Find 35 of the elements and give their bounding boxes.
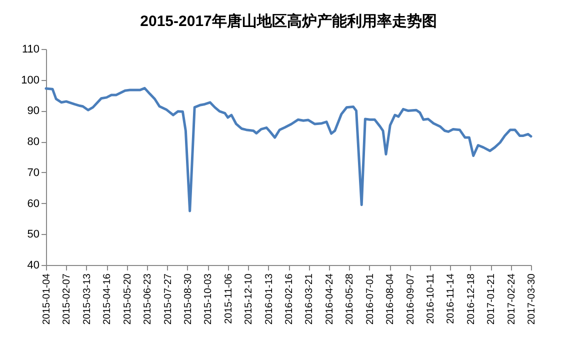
y-tick-label: 90 bbox=[27, 105, 40, 118]
x-tick-label: 2016-03-21 bbox=[304, 273, 316, 325]
x-tick-label: 2017-03-30 bbox=[526, 273, 538, 325]
y-tick-label: 80 bbox=[27, 136, 40, 148]
y-tick-label: 70 bbox=[27, 166, 40, 179]
x-tick-label: 2016-01-13 bbox=[264, 273, 275, 325]
line-series bbox=[44, 86, 532, 212]
x-tick-label: 2016-02-16 bbox=[284, 273, 295, 325]
x-tick-label: 2015-11-06 bbox=[223, 273, 234, 324]
x-tick-label: 2015-03-13 bbox=[82, 273, 93, 325]
x-tick-label: 2015-10-03 bbox=[203, 273, 214, 325]
x-tick-label: 2015-04-16 bbox=[102, 273, 114, 325]
y-tick-label: 40 bbox=[27, 260, 40, 272]
x-tick-label: 2017-01-21 bbox=[486, 273, 498, 325]
x-tick-label: 2016-08-04 bbox=[385, 273, 396, 325]
x-tick-label: 2015-05-20 bbox=[122, 273, 134, 325]
x-tick-label: 2015-02-07 bbox=[62, 273, 73, 325]
x-tick-label: 2016-10-11 bbox=[425, 273, 436, 324]
x-tick-label: 2016-04-24 bbox=[324, 273, 336, 325]
x-tick-label: 2016-11-14 bbox=[446, 273, 457, 324]
x-tick-label: 2015-12-10 bbox=[244, 273, 255, 325]
x-tick-label: 2017-02-24 bbox=[506, 273, 518, 325]
x-tick-label: 2016-07-01 bbox=[364, 273, 376, 325]
x-tick-label: 2016-09-07 bbox=[405, 273, 416, 325]
y-tick-label: 60 bbox=[27, 198, 40, 210]
y-tick-label: 110 bbox=[22, 44, 40, 56]
x-tick-label: 2016-12-18 bbox=[466, 273, 477, 325]
x-tick-label: 2015-08-30 bbox=[182, 273, 194, 325]
x-tick-label: 2015-07-27 bbox=[162, 273, 174, 325]
x-tick-label: 2016-05-28 bbox=[344, 273, 356, 325]
x-tick-label: 2015-01-04 bbox=[42, 273, 52, 325]
y-tick-label: 100 bbox=[21, 74, 40, 86]
y-tick-label: 50 bbox=[27, 228, 40, 241]
chart-title: 2015-2017年唐山地区高炉产能利用率走势图 bbox=[140, 12, 437, 30]
x-tick-label: 2015-06-23 bbox=[142, 273, 154, 325]
